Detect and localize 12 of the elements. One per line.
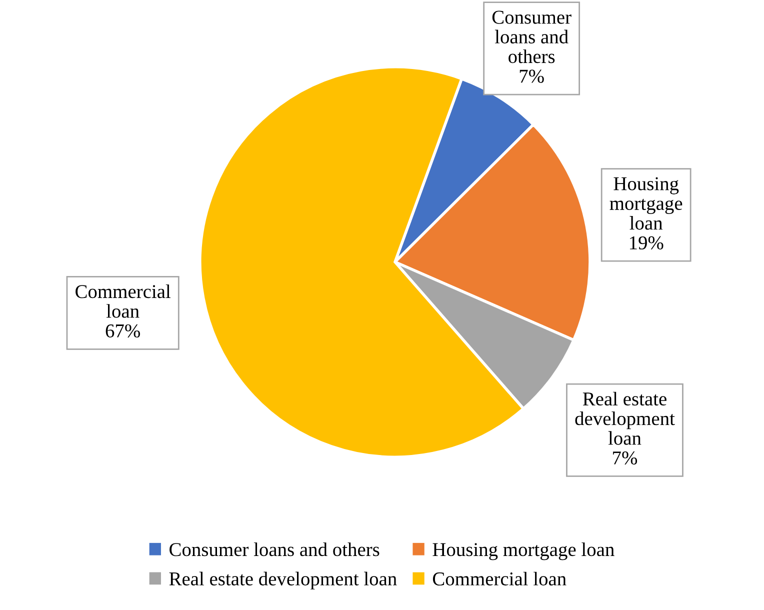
legend-label: Real estate development loan: [169, 572, 397, 590]
legend-label: Commercial loan: [432, 572, 566, 586]
slice-label: Real estate development loan: [575, 392, 675, 445]
slice-label: Consumer loans and others: [492, 10, 572, 64]
data-label: 7%: [520, 70, 544, 83]
data-label: 67%: [106, 324, 140, 338]
slice-label: Housing mortgage loan: [610, 177, 682, 230]
slice-label: Commercial loan: [76, 284, 170, 318]
legend-label: Housing mortgage loan: [432, 542, 614, 560]
data-label: 7%: [613, 451, 638, 465]
data-label: 19%: [630, 236, 664, 250]
legend-label: Consumer loans and others: [170, 542, 380, 556]
